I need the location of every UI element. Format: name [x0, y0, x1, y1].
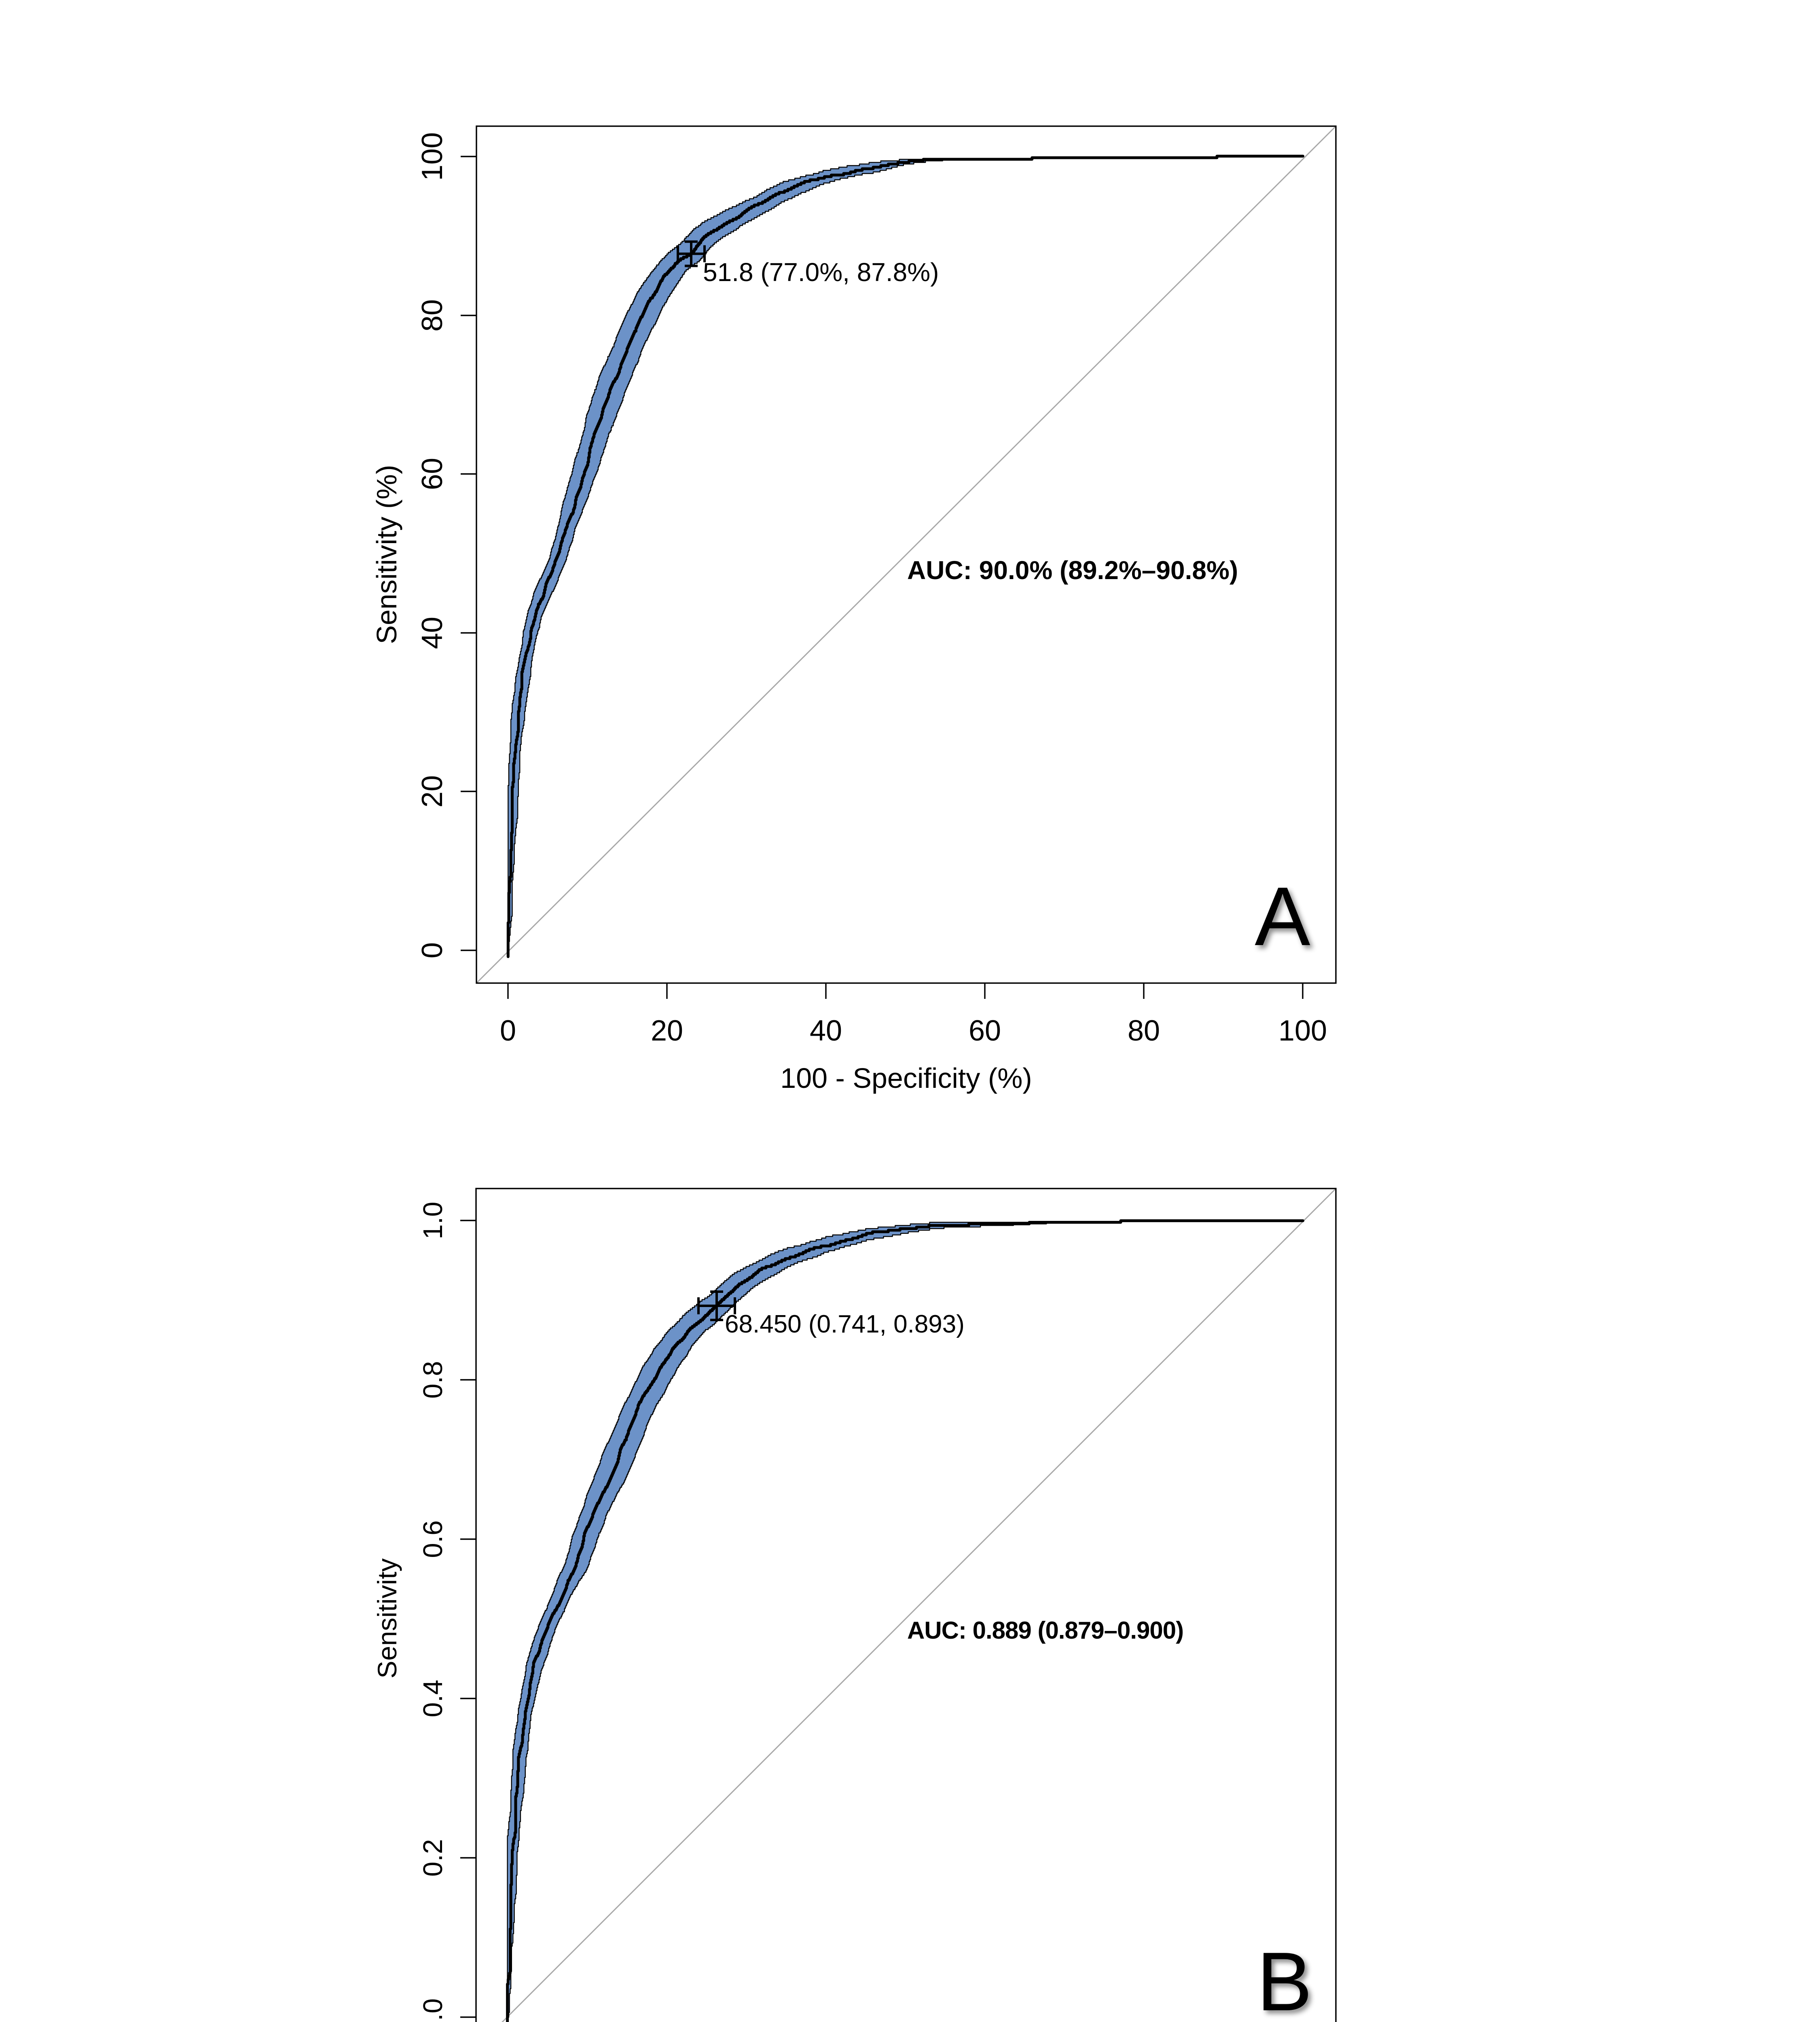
svg-text:0.4: 0.4: [418, 1679, 448, 1717]
svg-text:Sensitivity: Sensitivity: [372, 1558, 402, 1678]
svg-text:80: 80: [1128, 1015, 1160, 1047]
svg-text:60: 60: [416, 458, 449, 490]
svg-text:20: 20: [416, 775, 449, 808]
svg-text:40: 40: [416, 617, 449, 649]
svg-text:Sensitivity (%): Sensitivity (%): [371, 465, 402, 644]
svg-text:AUC: 90.0% (89.2%–90.8%): AUC: 90.0% (89.2%–90.8%): [907, 556, 1238, 585]
svg-text:AUC: 0.889 (0.879–0.900): AUC: 0.889 (0.879–0.900): [907, 1617, 1183, 1644]
svg-text:0: 0: [416, 942, 449, 958]
svg-text:0: 0: [500, 1015, 516, 1047]
svg-text:1.0: 1.0: [418, 1201, 448, 1239]
svg-text:51.8 (77.0%, 87.8%): 51.8 (77.0%, 87.8%): [703, 258, 939, 287]
svg-text:40: 40: [810, 1015, 842, 1047]
svg-text:68.450 (0.741, 0.893): 68.450 (0.741, 0.893): [725, 1310, 965, 1338]
svg-text:60: 60: [969, 1015, 1001, 1047]
svg-text:0.8: 0.8: [418, 1361, 448, 1398]
svg-text:100: 100: [1278, 1015, 1327, 1047]
svg-text:0.0: 0.0: [418, 1998, 448, 2022]
svg-text:100: 100: [416, 132, 449, 181]
svg-text:20: 20: [651, 1015, 683, 1047]
svg-text:A: A: [1255, 870, 1310, 963]
svg-text:B: B: [1257, 1935, 1312, 2022]
svg-text:100 - Specificity (%): 100 - Specificity (%): [780, 1062, 1032, 1094]
svg-text:0.2: 0.2: [418, 1839, 448, 1876]
svg-text:0.6: 0.6: [418, 1520, 448, 1558]
svg-text:80: 80: [416, 299, 449, 332]
